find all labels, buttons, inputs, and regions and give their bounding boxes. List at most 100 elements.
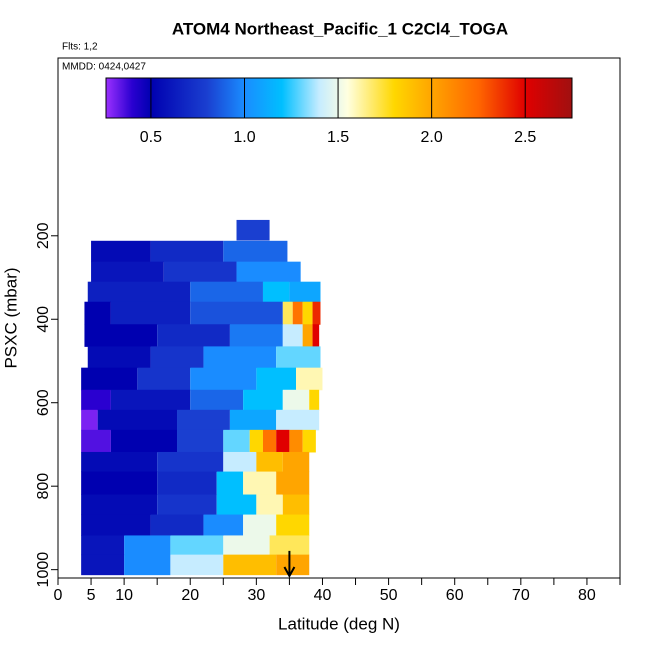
- curtain-cell: [177, 429, 224, 453]
- x-tick-label: 50: [380, 587, 398, 604]
- y-tick-label: 600: [35, 389, 52, 416]
- curtain-cell: [256, 451, 283, 473]
- curtain-cell: [302, 324, 313, 347]
- curtain-cell: [150, 514, 204, 536]
- curtain-cell: [276, 409, 320, 431]
- curtain-cell: [236, 219, 270, 241]
- curtain-cell: [177, 409, 230, 431]
- curtain-cell: [236, 261, 301, 283]
- curtain-cell: [282, 494, 310, 516]
- curtain-cell: [110, 389, 191, 411]
- curtain-cell: [87, 346, 151, 369]
- curtain-cell: [190, 301, 283, 325]
- curtain-cell: [223, 554, 277, 576]
- curtain-cell: [81, 514, 151, 536]
- chart-title: ATOM4 Northeast_Pacific_1 C2Cl4_TOGA: [172, 19, 508, 38]
- curtain-cell: [81, 389, 111, 411]
- x-tick-label: 10: [115, 587, 133, 604]
- curtain-cell: [84, 324, 158, 347]
- colorbar-tick-label: 2.0: [421, 129, 443, 146]
- curtain-cell: [81, 554, 125, 576]
- curtain-cell: [229, 324, 283, 347]
- curtain-cell: [91, 240, 151, 263]
- annotation: MMDD: 0424,0427: [62, 62, 146, 73]
- curtain-cell: [292, 301, 303, 325]
- curtain-cell: [282, 451, 310, 473]
- curtain-cell: [269, 535, 310, 556]
- curtain-cell: [81, 471, 158, 496]
- curtain-cell: [216, 471, 244, 496]
- curtain-cell: [289, 429, 303, 453]
- x-tick-label: 60: [446, 587, 464, 604]
- curtain-cell: [203, 514, 244, 536]
- curtain-cell: [243, 514, 277, 536]
- curtain-cell: [302, 301, 313, 325]
- x-tick-label: 40: [314, 587, 332, 604]
- curtain-cell: [312, 301, 321, 325]
- curtain-cell: [282, 301, 293, 325]
- curtain-cell: [223, 429, 250, 453]
- colorbar-tick-label: 1.5: [327, 129, 349, 146]
- colorbar-tick-label: 1.0: [233, 129, 255, 146]
- curtain-cell: [276, 514, 310, 536]
- curtain-cell: [163, 261, 237, 283]
- subtitle: Flts: 1,2: [62, 42, 98, 53]
- curtain-cell: [276, 471, 310, 496]
- curtain-cell: [296, 367, 323, 391]
- curtain-cell: [81, 451, 158, 473]
- curtain-cell: [81, 535, 125, 556]
- curtain-cell: [170, 554, 224, 576]
- curtain-cell: [223, 535, 270, 556]
- y-tick-label: 1000: [35, 552, 52, 588]
- x-tick-label: 0: [54, 587, 63, 604]
- curtain-cell: [249, 429, 263, 453]
- curtain-cell: [302, 429, 316, 453]
- curtain-cell: [312, 324, 320, 347]
- y-tick-label: 800: [35, 473, 52, 500]
- colorbar-tick-label: 0.5: [140, 129, 162, 146]
- y-tick-label: 200: [35, 222, 52, 249]
- curtain-cell: [276, 429, 290, 453]
- curtain-cell: [282, 324, 303, 347]
- curtain-cell: [81, 409, 98, 431]
- curtain-cell: [282, 389, 310, 411]
- curtain-cell: [110, 429, 178, 453]
- curtain-cell: [157, 494, 217, 516]
- curtain-cell: [157, 451, 224, 473]
- curtain-cell: [276, 346, 321, 369]
- x-axis-title: Latitude (deg N): [278, 614, 400, 633]
- curtain-cell: [229, 409, 277, 431]
- curtain-cell: [97, 409, 178, 431]
- colorbar: [105, 77, 573, 119]
- curtain-cell: [190, 281, 263, 303]
- curtain-cell: [256, 494, 283, 516]
- curtain-cell: [150, 240, 224, 263]
- x-tick-label: 30: [247, 587, 265, 604]
- curtain-cell: [190, 389, 244, 411]
- curtain-cell: [84, 301, 111, 325]
- curtain-cell: [91, 261, 164, 283]
- arrow-head: [283, 566, 296, 579]
- y-tick-label: 400: [35, 306, 52, 333]
- curtain-cell: [87, 281, 191, 303]
- curtain-cell: [124, 535, 171, 556]
- curtain-cell: [262, 429, 277, 453]
- x-tick-label: 70: [512, 587, 530, 604]
- curtain-cell: [81, 367, 138, 391]
- curtain-cell: [124, 554, 171, 576]
- curtain-cell: [256, 367, 297, 391]
- curtain-cell: [276, 554, 310, 576]
- plot-frame: [57, 57, 621, 579]
- curtain-cell: [81, 429, 111, 453]
- x-tick-label: 20: [181, 587, 199, 604]
- curtain-cell: [157, 324, 230, 347]
- curtain-cell: [150, 346, 204, 369]
- curtain-cell: [243, 389, 283, 411]
- curtain-cell: [262, 281, 290, 303]
- colorbar-tick-label: 2.5: [514, 129, 536, 146]
- curtain-cell: [81, 494, 158, 516]
- curtain-cell: [157, 471, 217, 496]
- curtain-cell: [170, 535, 224, 556]
- curtain-cell: [223, 240, 288, 263]
